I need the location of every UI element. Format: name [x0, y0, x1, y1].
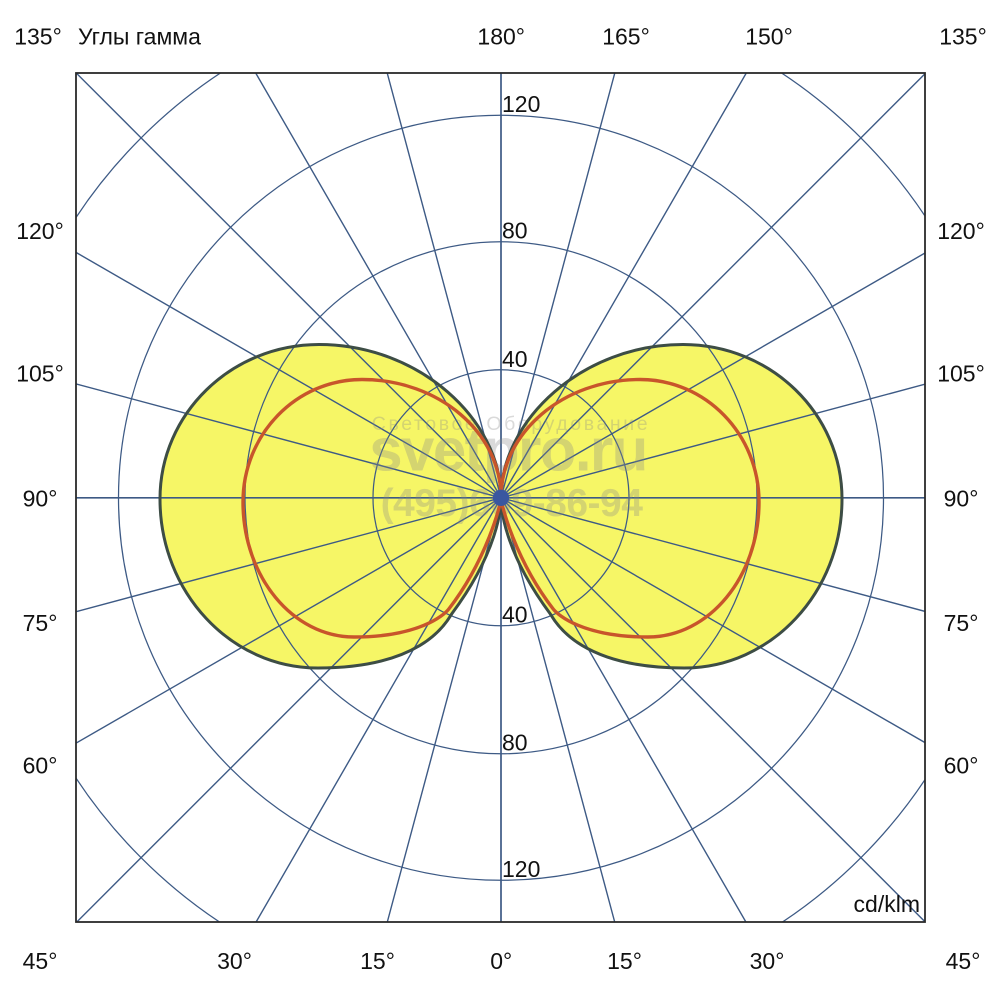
svg-text:135°: 135° — [939, 23, 987, 49]
svg-text:120°: 120° — [937, 218, 985, 244]
svg-text:75°: 75° — [944, 610, 979, 636]
svg-text:0°: 0° — [490, 948, 512, 974]
svg-text:Световое Оборудование: Световое Оборудование — [372, 413, 650, 435]
svg-text:45°: 45° — [946, 948, 981, 974]
svg-text:90°: 90° — [944, 485, 979, 511]
svg-text:45°: 45° — [23, 948, 58, 974]
svg-text:105°: 105° — [16, 360, 64, 386]
svg-text:cd/klm: cd/klm — [854, 891, 920, 917]
svg-text:120: 120 — [502, 91, 540, 117]
svg-text:Углы гамма: Углы гамма — [78, 23, 201, 49]
svg-text:180°: 180° — [477, 23, 525, 49]
svg-text:svetpro.ru: svetpro.ru — [369, 417, 646, 484]
svg-text:40: 40 — [502, 346, 528, 372]
svg-text:15°: 15° — [607, 948, 642, 974]
svg-text:60°: 60° — [23, 753, 58, 779]
svg-text:40: 40 — [502, 602, 528, 628]
svg-text:80: 80 — [502, 730, 528, 756]
svg-text:(495)609-86-94: (495)609-86-94 — [381, 482, 644, 525]
svg-text:120°: 120° — [16, 218, 64, 244]
svg-text:30°: 30° — [750, 948, 785, 974]
svg-text:105°: 105° — [937, 360, 985, 386]
svg-text:80: 80 — [502, 218, 528, 244]
svg-text:15°: 15° — [360, 948, 395, 974]
svg-text:165°: 165° — [602, 23, 650, 49]
svg-text:30°: 30° — [217, 948, 252, 974]
svg-text:75°: 75° — [23, 610, 58, 636]
svg-text:120: 120 — [502, 856, 540, 882]
svg-text:135°: 135° — [14, 23, 62, 49]
svg-text:150°: 150° — [745, 23, 793, 49]
svg-text:60°: 60° — [944, 753, 979, 779]
svg-text:90°: 90° — [23, 485, 58, 511]
